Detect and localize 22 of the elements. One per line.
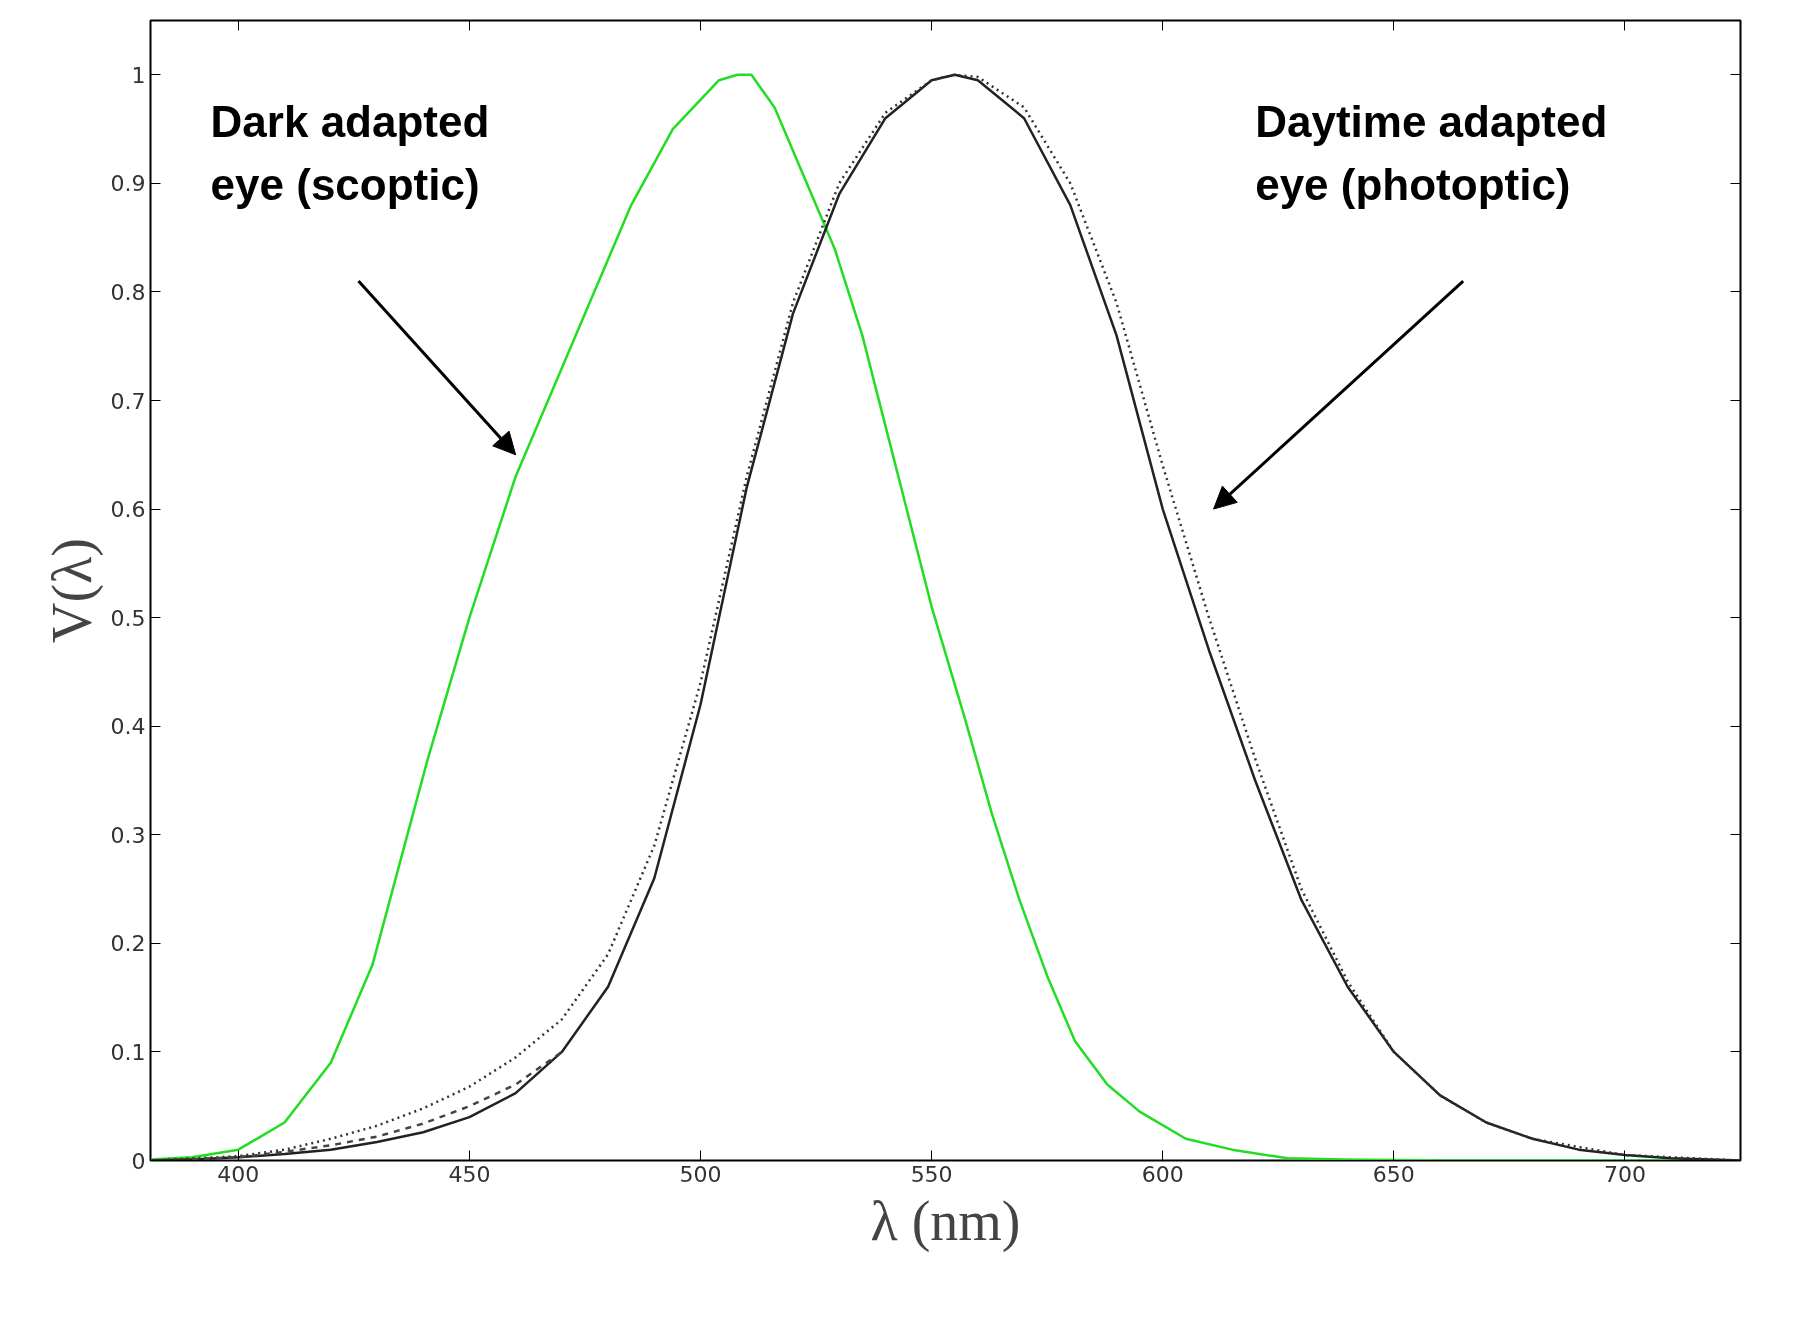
x-tick-label: 500	[679, 1161, 722, 1187]
y-tick-label: 0.2	[110, 931, 146, 957]
x-tick-label: 450	[448, 1161, 491, 1187]
y-tick-label: 0	[131, 1148, 146, 1174]
x-tick-label: 600	[1141, 1161, 1184, 1187]
annotation: Dark adapted eye (scoptic)	[210, 96, 490, 210]
y-tick-label: 0.3	[110, 822, 146, 848]
y-tick-label: 0.9	[110, 171, 146, 197]
x-tick-label: 700	[1603, 1161, 1646, 1187]
y-tick-label: 0.5	[110, 605, 146, 631]
x-axis-title: λ (nm)	[870, 1189, 1021, 1253]
x-tick-label: 400	[217, 1161, 260, 1187]
y-tick-label: 0.1	[110, 1039, 146, 1065]
y-axis-title: V(λ)	[40, 538, 104, 643]
y-tick-label: 1	[131, 62, 146, 88]
y-tick-label: 0.4	[110, 714, 146, 740]
y-tick-label: 0.7	[110, 388, 146, 414]
annotation: Daytime adapted eye (photoptic)	[1255, 96, 1608, 210]
x-tick-label: 550	[910, 1161, 953, 1187]
x-tick-label: 650	[1372, 1161, 1415, 1187]
y-tick-label: 0.6	[110, 497, 146, 523]
y-tick-label: 0.8	[110, 279, 146, 305]
